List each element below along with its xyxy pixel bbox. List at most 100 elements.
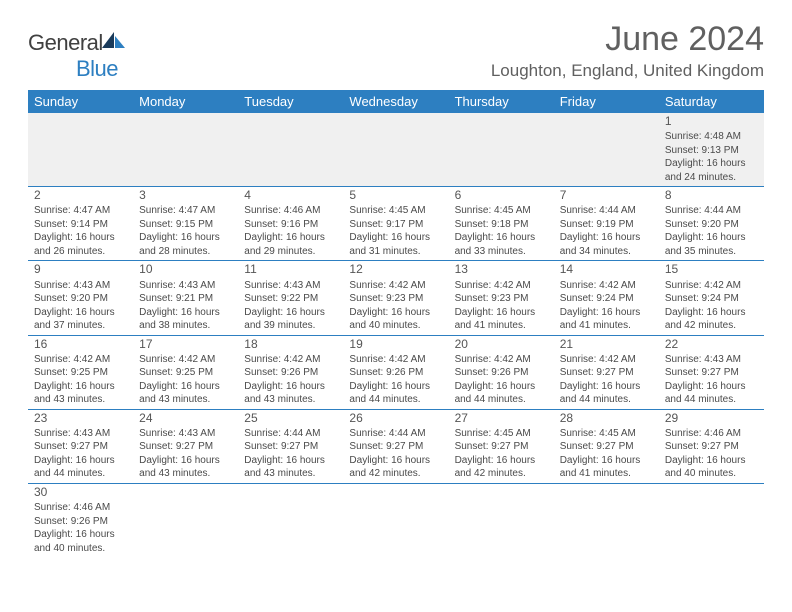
daylight-text-2: and 42 minutes. bbox=[349, 467, 442, 481]
calendar-cell: 24Sunrise: 4:43 AMSunset: 9:27 PMDayligh… bbox=[133, 409, 238, 483]
calendar-cell: 30Sunrise: 4:46 AMSunset: 9:26 PMDayligh… bbox=[28, 483, 133, 557]
weekday-header: Thursday bbox=[449, 90, 554, 113]
day-number: 28 bbox=[560, 410, 653, 426]
sunset-text: Sunset: 9:26 PM bbox=[455, 366, 548, 380]
sunrise-text: Sunrise: 4:46 AM bbox=[665, 427, 758, 441]
daylight-text-1: Daylight: 16 hours bbox=[34, 306, 127, 320]
daylight-text-2: and 37 minutes. bbox=[34, 319, 127, 333]
daylight-text-1: Daylight: 16 hours bbox=[139, 454, 232, 468]
daylight-text-1: Daylight: 16 hours bbox=[139, 231, 232, 245]
calendar-row: 2Sunrise: 4:47 AMSunset: 9:14 PMDaylight… bbox=[28, 187, 764, 261]
sunrise-text: Sunrise: 4:42 AM bbox=[139, 353, 232, 367]
daylight-text-2: and 44 minutes. bbox=[34, 467, 127, 481]
daylight-text-1: Daylight: 16 hours bbox=[244, 454, 337, 468]
sunrise-text: Sunrise: 4:45 AM bbox=[560, 427, 653, 441]
sunset-text: Sunset: 9:20 PM bbox=[665, 218, 758, 232]
sunset-text: Sunset: 9:24 PM bbox=[560, 292, 653, 306]
daylight-text-2: and 41 minutes. bbox=[455, 319, 548, 333]
sunset-text: Sunset: 9:13 PM bbox=[665, 144, 758, 158]
sunrise-text: Sunrise: 4:43 AM bbox=[34, 279, 127, 293]
day-number: 29 bbox=[665, 410, 758, 426]
sunset-text: Sunset: 9:27 PM bbox=[139, 440, 232, 454]
daylight-text-2: and 34 minutes. bbox=[560, 245, 653, 259]
day-number: 10 bbox=[139, 261, 232, 277]
logo: GeneralBlue bbox=[28, 30, 127, 82]
daylight-text-2: and 42 minutes. bbox=[665, 319, 758, 333]
sunset-text: Sunset: 9:21 PM bbox=[139, 292, 232, 306]
calendar-cell: 12Sunrise: 4:42 AMSunset: 9:23 PMDayligh… bbox=[343, 261, 448, 335]
day-number: 3 bbox=[139, 187, 232, 203]
daylight-text-2: and 39 minutes. bbox=[244, 319, 337, 333]
daylight-text-1: Daylight: 16 hours bbox=[665, 454, 758, 468]
sunrise-text: Sunrise: 4:42 AM bbox=[34, 353, 127, 367]
header: GeneralBlue June 2024 Loughton, England,… bbox=[28, 20, 764, 82]
daylight-text-2: and 43 minutes. bbox=[34, 393, 127, 407]
daylight-text-2: and 44 minutes. bbox=[349, 393, 442, 407]
day-number: 4 bbox=[244, 187, 337, 203]
day-number: 20 bbox=[455, 336, 548, 352]
sunset-text: Sunset: 9:27 PM bbox=[560, 366, 653, 380]
daylight-text-1: Daylight: 16 hours bbox=[349, 306, 442, 320]
day-number: 5 bbox=[349, 187, 442, 203]
calendar-row: 1Sunrise: 4:48 AMSunset: 9:13 PMDaylight… bbox=[28, 113, 764, 187]
sunset-text: Sunset: 9:20 PM bbox=[34, 292, 127, 306]
daylight-text-1: Daylight: 16 hours bbox=[139, 380, 232, 394]
weekday-header: Wednesday bbox=[343, 90, 448, 113]
sunrise-text: Sunrise: 4:42 AM bbox=[455, 353, 548, 367]
sunrise-text: Sunrise: 4:42 AM bbox=[349, 279, 442, 293]
daylight-text-1: Daylight: 16 hours bbox=[665, 157, 758, 171]
sunrise-text: Sunrise: 4:43 AM bbox=[139, 279, 232, 293]
calendar-cell: 26Sunrise: 4:44 AMSunset: 9:27 PMDayligh… bbox=[343, 409, 448, 483]
sunrise-text: Sunrise: 4:44 AM bbox=[244, 427, 337, 441]
daylight-text-1: Daylight: 16 hours bbox=[244, 306, 337, 320]
weekday-header: Sunday bbox=[28, 90, 133, 113]
sunset-text: Sunset: 9:26 PM bbox=[34, 515, 127, 529]
daylight-text-2: and 31 minutes. bbox=[349, 245, 442, 259]
calendar-cell: 16Sunrise: 4:42 AMSunset: 9:25 PMDayligh… bbox=[28, 335, 133, 409]
weekday-header: Friday bbox=[554, 90, 659, 113]
calendar-row: 30Sunrise: 4:46 AMSunset: 9:26 PMDayligh… bbox=[28, 483, 764, 557]
daylight-text-2: and 40 minutes. bbox=[34, 542, 127, 556]
sunset-text: Sunset: 9:17 PM bbox=[349, 218, 442, 232]
calendar-cell: 21Sunrise: 4:42 AMSunset: 9:27 PMDayligh… bbox=[554, 335, 659, 409]
calendar-cell: 13Sunrise: 4:42 AMSunset: 9:23 PMDayligh… bbox=[449, 261, 554, 335]
daylight-text-1: Daylight: 16 hours bbox=[349, 380, 442, 394]
daylight-text-2: and 26 minutes. bbox=[34, 245, 127, 259]
day-number: 7 bbox=[560, 187, 653, 203]
day-number: 22 bbox=[665, 336, 758, 352]
sail-icon bbox=[101, 30, 127, 56]
calendar-cell-empty bbox=[133, 113, 238, 187]
daylight-text-2: and 43 minutes. bbox=[244, 393, 337, 407]
calendar-cell: 5Sunrise: 4:45 AMSunset: 9:17 PMDaylight… bbox=[343, 187, 448, 261]
calendar-cell: 17Sunrise: 4:42 AMSunset: 9:25 PMDayligh… bbox=[133, 335, 238, 409]
calendar-cell-empty bbox=[449, 113, 554, 187]
daylight-text-1: Daylight: 16 hours bbox=[455, 380, 548, 394]
calendar-cell: 3Sunrise: 4:47 AMSunset: 9:15 PMDaylight… bbox=[133, 187, 238, 261]
day-number: 25 bbox=[244, 410, 337, 426]
day-number: 26 bbox=[349, 410, 442, 426]
day-number: 16 bbox=[34, 336, 127, 352]
daylight-text-1: Daylight: 16 hours bbox=[665, 231, 758, 245]
calendar-cell-empty bbox=[28, 113, 133, 187]
sunset-text: Sunset: 9:27 PM bbox=[665, 440, 758, 454]
calendar-cell: 19Sunrise: 4:42 AMSunset: 9:26 PMDayligh… bbox=[343, 335, 448, 409]
calendar-cell: 8Sunrise: 4:44 AMSunset: 9:20 PMDaylight… bbox=[659, 187, 764, 261]
daylight-text-1: Daylight: 16 hours bbox=[560, 454, 653, 468]
calendar-cell-empty bbox=[343, 483, 448, 557]
day-number: 17 bbox=[139, 336, 232, 352]
sunset-text: Sunset: 9:23 PM bbox=[349, 292, 442, 306]
sunset-text: Sunset: 9:25 PM bbox=[34, 366, 127, 380]
sunset-text: Sunset: 9:27 PM bbox=[560, 440, 653, 454]
sunset-text: Sunset: 9:26 PM bbox=[349, 366, 442, 380]
calendar-cell: 6Sunrise: 4:45 AMSunset: 9:18 PMDaylight… bbox=[449, 187, 554, 261]
weekday-header: Tuesday bbox=[238, 90, 343, 113]
sunset-text: Sunset: 9:27 PM bbox=[665, 366, 758, 380]
calendar-cell: 11Sunrise: 4:43 AMSunset: 9:22 PMDayligh… bbox=[238, 261, 343, 335]
calendar-row: 23Sunrise: 4:43 AMSunset: 9:27 PMDayligh… bbox=[28, 409, 764, 483]
sunrise-text: Sunrise: 4:43 AM bbox=[34, 427, 127, 441]
daylight-text-1: Daylight: 16 hours bbox=[244, 380, 337, 394]
day-number: 27 bbox=[455, 410, 548, 426]
day-number: 24 bbox=[139, 410, 232, 426]
day-number: 23 bbox=[34, 410, 127, 426]
daylight-text-1: Daylight: 16 hours bbox=[34, 528, 127, 542]
